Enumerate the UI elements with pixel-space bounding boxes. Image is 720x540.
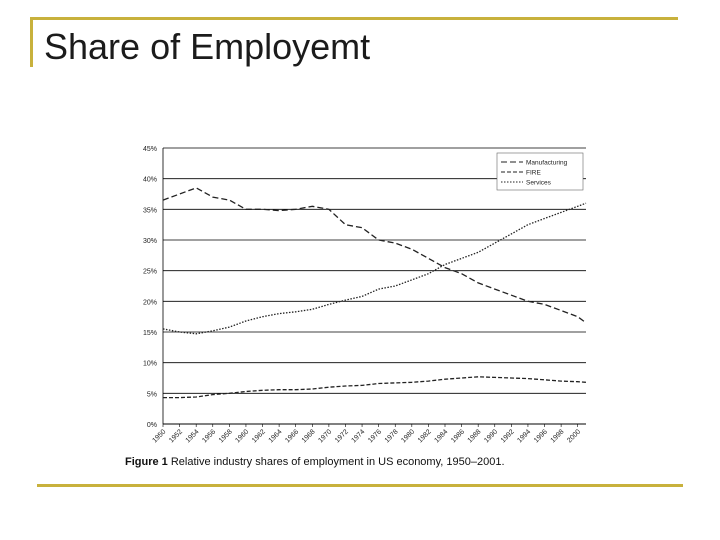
x-tick-label: 1982: [417, 428, 433, 444]
series-line-fire: [163, 376, 587, 399]
x-tick-label: 1956: [201, 428, 217, 444]
x-tick-label: 1970: [317, 428, 333, 444]
x-tick-label: 1996: [533, 428, 549, 444]
chart-legend: Manufacturing FIRE Services: [496, 152, 584, 191]
legend-entry: Services: [526, 180, 552, 187]
x-axis-tick-labels: 1950 1952 1954 1956 1958 1960 1962 1964 1966 1968…: [151, 428, 582, 444]
x-tick-label: 1958: [218, 428, 234, 444]
x-tick-label: 1972: [334, 428, 350, 444]
y-tick-label: 10%: [143, 361, 157, 368]
y-tick-label: 35%: [143, 207, 157, 214]
x-tick-label: 1998: [550, 428, 566, 444]
y-tick-label: 30%: [143, 238, 157, 245]
employment-share-chart: 0%5%10%15%20%25%30%35%40%45% 1950 1952 195…: [143, 146, 587, 444]
x-tick-label: 1954: [185, 428, 201, 444]
y-tick-label: 40%: [143, 177, 157, 184]
x-tick-label: 1964: [268, 428, 284, 444]
slide-footer-line: [37, 484, 683, 487]
y-tick-label: 20%: [143, 299, 157, 306]
x-tick-label: 1984: [433, 428, 449, 444]
slide-frame-left-line: [30, 17, 33, 67]
series-line-services: [162, 202, 587, 335]
x-tick-label: 1978: [384, 428, 400, 444]
x-tick-label: 2000: [566, 428, 582, 444]
figure-caption-text: Relative industry shares of employment i…: [170, 456, 505, 468]
y-axis-tick-labels: 0% 5% 10% 15% 20% 25% 30% 35% 40% 45%: [143, 146, 157, 429]
y-tick-label: 15%: [143, 330, 157, 337]
x-tick-label: 1980: [400, 428, 416, 444]
x-tick-label: 1950: [151, 428, 167, 444]
legend-entry: Manufacturing: [526, 160, 568, 167]
figure-caption: Figure 1 Relative industry shares of emp…: [125, 456, 505, 468]
x-tick-label: 1966: [284, 428, 300, 444]
x-tick-label: 1994: [516, 428, 532, 444]
figure-caption-label: Figure 1: [125, 456, 168, 468]
series-line-manufacturing: [162, 187, 587, 324]
x-tick-label: 1988: [467, 428, 483, 444]
x-tick-label: 1952: [168, 428, 184, 444]
x-tick-label: 1974: [351, 428, 367, 444]
legend-box: [496, 152, 584, 191]
y-tick-label: 45%: [143, 146, 157, 153]
x-tick-label: 1976: [367, 428, 383, 444]
x-tick-label: 1968: [301, 428, 317, 444]
y-tick-label: 0%: [147, 422, 157, 429]
x-tick-label: 1990: [483, 428, 499, 444]
slide-title: Share of Employemt: [44, 26, 371, 67]
x-tick-label: 1962: [251, 428, 267, 444]
x-tick-label: 1960: [234, 428, 250, 444]
x-tick-label: 1992: [500, 428, 516, 444]
slide-frame-top-line: [30, 17, 678, 20]
y-tick-label: 25%: [143, 269, 157, 276]
y-tick-label: 5%: [147, 391, 157, 398]
x-tick-label: 1986: [450, 428, 466, 444]
legend-entry: FIRE: [526, 170, 541, 177]
chart-series-lines: [162, 187, 587, 399]
